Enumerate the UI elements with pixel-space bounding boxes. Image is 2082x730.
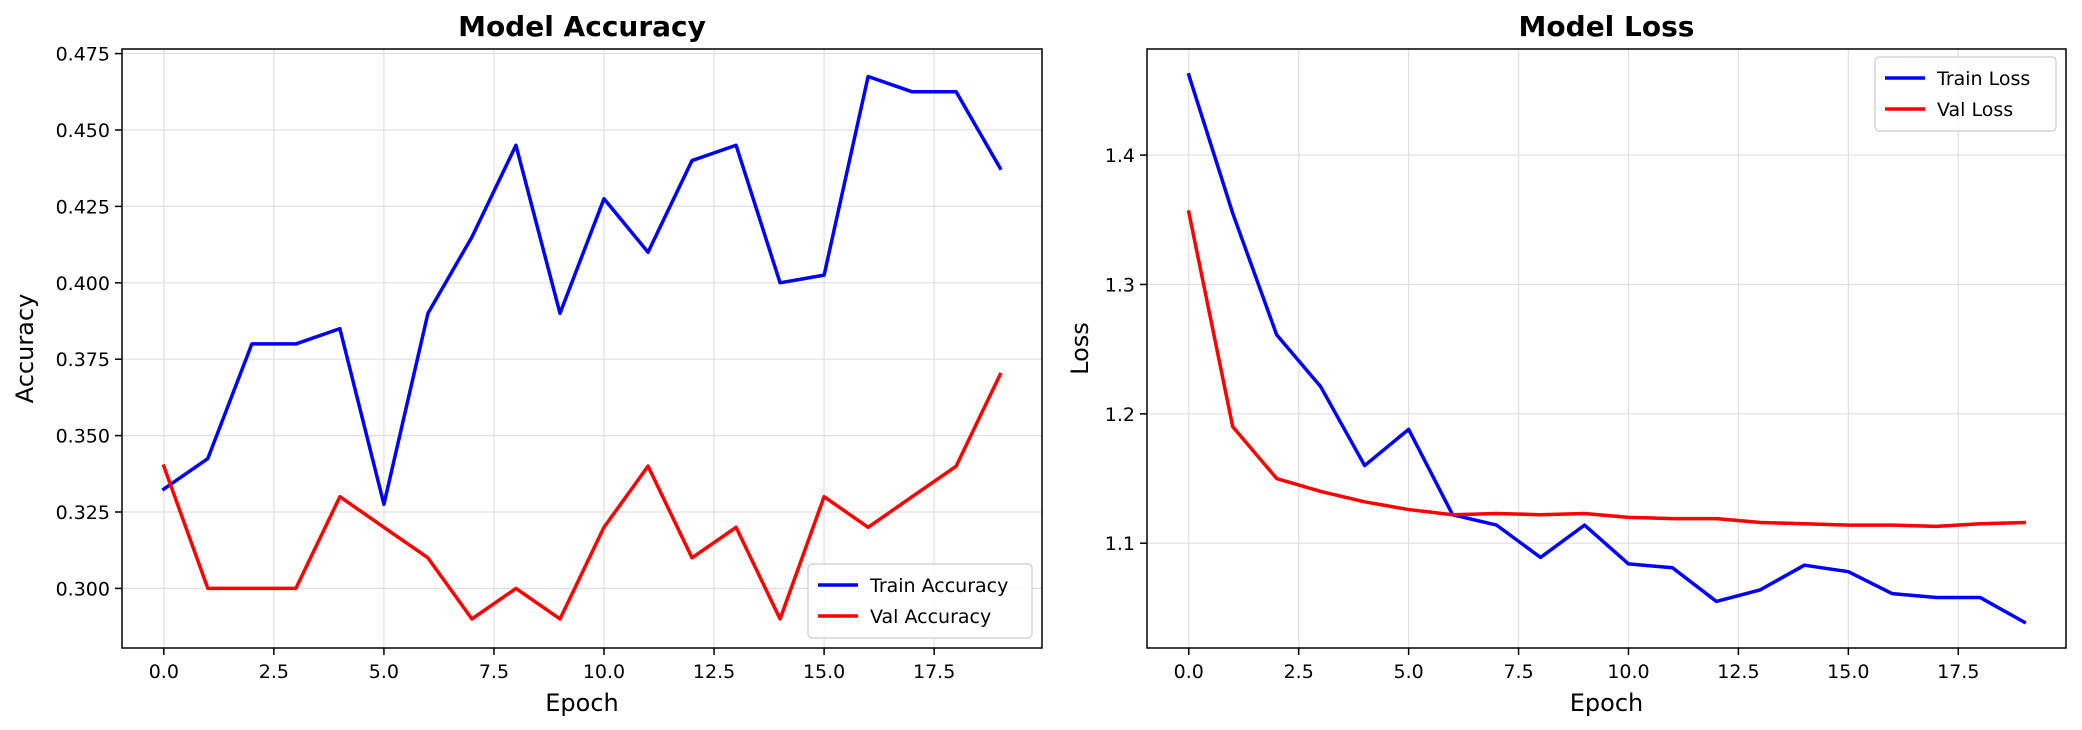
x-tick-label: 2.5 bbox=[259, 661, 289, 683]
y-tick-label: 0.300 bbox=[56, 578, 110, 600]
x-tick-label: 0.0 bbox=[1174, 661, 1204, 683]
x-axis-label: Epoch bbox=[1570, 689, 1644, 717]
y-tick-label: 0.375 bbox=[56, 349, 110, 371]
y-tick-label: 1.4 bbox=[1105, 145, 1135, 167]
chart-title: Model Loss bbox=[1519, 10, 1695, 43]
x-tick-label: 12.5 bbox=[693, 661, 735, 683]
x-tick-label: 17.5 bbox=[913, 661, 955, 683]
x-tick-label: 5.0 bbox=[369, 661, 399, 683]
x-tick-label: 17.5 bbox=[1937, 661, 1979, 683]
y-axis-label: Accuracy bbox=[11, 294, 39, 404]
y-tick-label: 0.475 bbox=[56, 44, 110, 66]
y-tick-label: 0.325 bbox=[56, 502, 110, 524]
x-tick-label: 10.0 bbox=[1607, 661, 1649, 683]
legend-label-1: Train Accuracy bbox=[869, 575, 1008, 597]
legend: Train Loss Val Loss bbox=[1874, 56, 2057, 132]
series-line-1 bbox=[161, 74, 1003, 507]
y-tick-label: 1.2 bbox=[1105, 404, 1135, 426]
legend: Train Accuracy Val Accuracy bbox=[807, 563, 1033, 639]
y-tick-label: 1.3 bbox=[1105, 274, 1135, 296]
series-line-2 bbox=[1186, 209, 2027, 529]
legend-box bbox=[1874, 56, 2057, 132]
y-tick-label: 0.450 bbox=[56, 120, 110, 142]
plot-area-frame bbox=[1146, 48, 2067, 649]
legend-label-2: Val Accuracy bbox=[870, 606, 991, 628]
legend-box bbox=[807, 563, 1033, 639]
x-axis-label: Epoch bbox=[545, 689, 619, 717]
y-tick-label: 0.350 bbox=[56, 426, 110, 448]
series-line-1 bbox=[1186, 72, 2027, 625]
x-tick-label: 7.5 bbox=[1503, 661, 1533, 683]
y-tick-label: 0.400 bbox=[56, 273, 110, 295]
x-tick-label: 0.0 bbox=[149, 661, 179, 683]
chart-panel-1: 0.0 2.5 5.0 7.5 10.0 12.5 15.0 17.5 0.300 0.325 0.… bbox=[11, 10, 1043, 717]
series-line-2 bbox=[161, 372, 1003, 621]
y-tick-label: 1.1 bbox=[1105, 533, 1135, 555]
x-tick-label: 5.0 bbox=[1394, 661, 1424, 683]
x-tick-label: 10.0 bbox=[583, 661, 625, 683]
x-tick-label: 2.5 bbox=[1284, 661, 1314, 683]
y-axis-label: Loss bbox=[1066, 322, 1094, 375]
x-tick-label: 12.5 bbox=[1717, 661, 1759, 683]
x-tick-label: 7.5 bbox=[479, 661, 509, 683]
legend-label-2: Val Loss bbox=[1937, 99, 2013, 121]
x-tick-label: 15.0 bbox=[1827, 661, 1869, 683]
legend-label-1: Train Loss bbox=[1936, 68, 2030, 90]
x-tick-label: 15.0 bbox=[803, 661, 845, 683]
chart-title: Model Accuracy bbox=[458, 10, 706, 43]
chart-panel-2: 0.0 2.5 5.0 7.5 10.0 12.5 15.0 17.5 1.1 1.2 1.3 1.4… bbox=[1066, 10, 2067, 717]
plot-area-frame bbox=[121, 48, 1043, 649]
y-tick-label: 0.425 bbox=[56, 196, 110, 218]
